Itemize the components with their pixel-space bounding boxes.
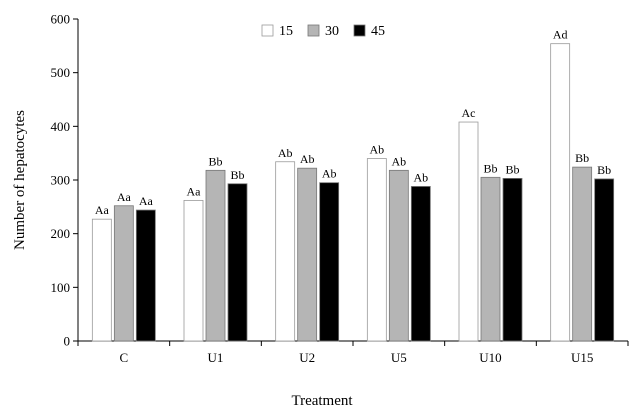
x-axis: C U1 U2 U5 U10 U15 xyxy=(77,340,629,365)
x-tick-label-u1: U1 xyxy=(208,350,224,365)
bar-label-u15-series-15: Ad xyxy=(553,28,568,42)
y-tick-label: 200 xyxy=(51,226,71,241)
bar-u5-series-30 xyxy=(388,169,409,342)
bar-label-u15-series-30: Bb xyxy=(575,151,589,165)
bar-u5-series-45 xyxy=(410,186,431,342)
x-axis-title: Treatment xyxy=(291,393,353,409)
x-tick-label-u10: U10 xyxy=(479,350,501,365)
bar-label-u5-series-45: Ab xyxy=(413,170,428,184)
bar-label-u5-series-30: Ab xyxy=(391,154,406,168)
legend-swatch-45 xyxy=(353,24,366,37)
bar-label-u5-series-15: Ab xyxy=(369,143,384,157)
legend-swatch-15 xyxy=(261,24,274,37)
bar-u15-series-15 xyxy=(550,43,571,342)
bar-label-u2-series-45: Ab xyxy=(322,167,337,181)
bar-u10-series-30 xyxy=(480,176,501,342)
x-tick-label-u15: U15 xyxy=(571,350,593,365)
bar-label-c-series-30: Aa xyxy=(117,190,132,204)
bar-u2-series-45 xyxy=(319,182,340,342)
bar-u1-series-30 xyxy=(205,169,226,342)
bar-u1-series-15 xyxy=(183,199,204,342)
bar-u10-series-15 xyxy=(458,121,479,342)
bar-u1-series-45 xyxy=(227,183,248,342)
legend-label-45: 45 xyxy=(371,24,385,39)
x-tick-label-u2: U2 xyxy=(299,350,315,365)
y-axis-title: Number of hepatocytes xyxy=(12,110,28,250)
bar-label-u1-series-45: Bb xyxy=(230,168,244,182)
bar-u10-series-45 xyxy=(502,177,523,342)
bar-u2-series-30 xyxy=(297,167,318,342)
legend-label-30: 30 xyxy=(325,24,339,39)
y-tick-label: 0 xyxy=(64,334,71,349)
bar-series-group xyxy=(91,43,615,342)
bar-u15-series-45 xyxy=(594,178,615,342)
bar-label-u1-series-30: Bb xyxy=(208,154,222,168)
bar-u15-series-30 xyxy=(572,166,593,342)
bar-label-u2-series-30: Ab xyxy=(300,152,315,166)
bar-c-series-30 xyxy=(113,205,134,342)
bar-label-u10-series-15: Ac xyxy=(462,106,476,120)
bar-label-c-series-15: Aa xyxy=(95,203,110,217)
bar-label-u10-series-45: Bb xyxy=(505,162,519,176)
y-tick-label: 100 xyxy=(51,280,71,295)
bar-label-group: Aa Aa Aa Aa Bb Bb Ab Ab Ab Ab Ab Ab Ac Bb Bb Ad Bb Bb xyxy=(95,28,611,217)
y-tick-label: 600 xyxy=(51,12,71,27)
bar-label-u1-series-15: Aa xyxy=(187,184,202,198)
legend-label-15: 15 xyxy=(279,24,293,39)
bar-u2-series-15 xyxy=(275,161,296,342)
x-tick-label-c: C xyxy=(119,350,128,365)
y-tick-label: 400 xyxy=(51,119,71,134)
bar-label-u10-series-30: Bb xyxy=(483,161,497,175)
x-tick-label-u5: U5 xyxy=(391,350,407,365)
legend-swatch-30 xyxy=(307,24,320,37)
bar-c-series-45 xyxy=(135,209,156,342)
bar-label-u2-series-15: Ab xyxy=(278,146,293,160)
bar-label-u15-series-45: Bb xyxy=(597,163,611,177)
y-axis: 0 100 200 300 400 500 600 xyxy=(51,12,79,349)
legend: 15 30 45 xyxy=(261,24,385,39)
bar-label-c-series-45: Aa xyxy=(139,194,154,208)
y-tick-label: 500 xyxy=(51,65,71,80)
y-tick-label: 300 xyxy=(51,173,71,188)
bar-u5-series-15 xyxy=(366,158,387,342)
bar-c-series-15 xyxy=(91,218,112,342)
